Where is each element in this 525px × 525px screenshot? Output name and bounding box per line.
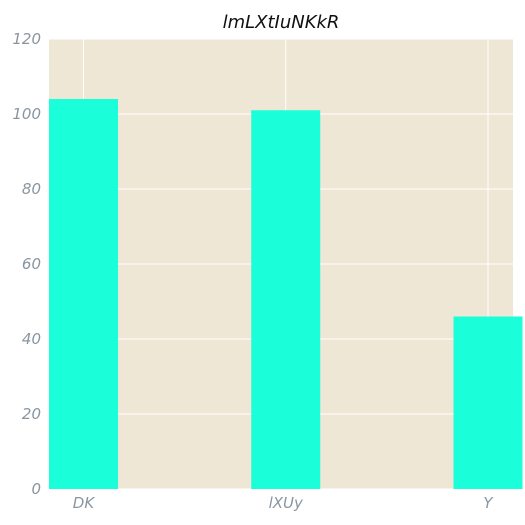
y-tick-label: 0 <box>31 480 41 498</box>
y-axis-ticks: 0 20 40 60 80 100 120 <box>12 30 41 498</box>
y-tick-label: 60 <box>22 255 41 273</box>
x-tick-label: Y <box>483 494 494 512</box>
x-axis-ticks: DK lXUy Y <box>73 494 495 512</box>
bars <box>49 99 523 489</box>
y-tick-label: 20 <box>22 405 41 423</box>
chart-title: lmLXtIuNKkR <box>223 12 340 33</box>
bar-lxuy <box>251 110 321 489</box>
y-tick-label: 40 <box>22 330 41 348</box>
x-tick-label: lXUy <box>269 494 304 512</box>
bar-y <box>453 316 523 489</box>
x-tick-label: DK <box>73 494 96 512</box>
y-tick-label: 80 <box>22 180 41 198</box>
bar-dk <box>49 99 118 489</box>
y-tick-label: 100 <box>12 105 41 123</box>
y-tick-label: 120 <box>12 30 41 48</box>
